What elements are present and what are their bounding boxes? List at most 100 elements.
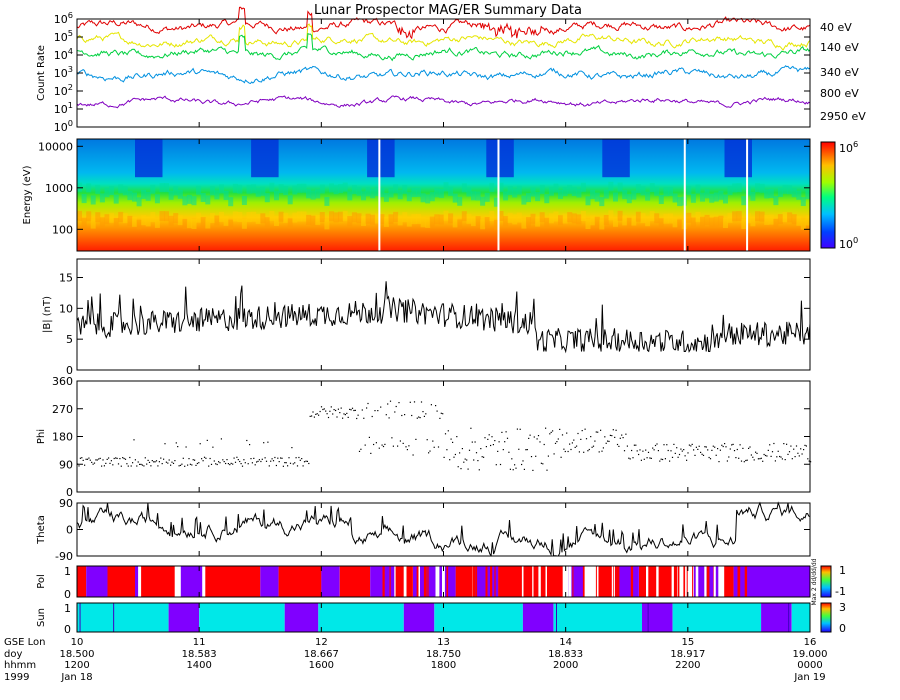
phi-point xyxy=(353,409,355,412)
phi-point xyxy=(790,445,792,447)
phi-point xyxy=(442,413,444,415)
phi-point xyxy=(287,465,289,467)
spectrogram-cell-band xyxy=(333,185,339,195)
spectrogram-cell-low xyxy=(264,217,270,228)
spectrogram-cell-low xyxy=(122,213,128,224)
spectrogram-cell-band xyxy=(255,187,261,197)
phi-point xyxy=(326,413,328,415)
polarity-flip xyxy=(437,566,440,597)
polarity-segment-9 xyxy=(321,566,340,597)
sun-segment-1 xyxy=(168,603,200,632)
phi-point xyxy=(236,456,238,458)
polarity-flip xyxy=(446,566,449,597)
phi-point xyxy=(213,460,215,462)
phi-point xyxy=(608,440,610,442)
phi-point xyxy=(460,468,462,470)
spectrogram-cell-band xyxy=(351,185,357,195)
phi-point xyxy=(654,444,657,447)
spectrogram-cell-band xyxy=(796,190,802,200)
phi-point xyxy=(805,445,807,447)
xaxis-row-label-1: doy xyxy=(4,649,22,660)
spectrogram-cell-band xyxy=(709,193,715,203)
phi-point xyxy=(130,465,132,467)
phi-point xyxy=(449,459,451,461)
phi-point xyxy=(580,438,582,440)
phi-point xyxy=(264,457,266,459)
phi-point xyxy=(294,462,296,464)
sun-segment-2 xyxy=(199,603,285,632)
phi-point xyxy=(129,456,131,459)
phi-point xyxy=(394,411,396,413)
phi-point xyxy=(508,451,510,453)
phi-point xyxy=(662,458,664,461)
phi-point xyxy=(430,404,432,406)
polarity-flip xyxy=(485,566,488,597)
phi-point xyxy=(649,457,651,459)
spectrogram-cell-low xyxy=(553,211,559,222)
phi-point xyxy=(192,459,194,461)
phi-point xyxy=(256,461,258,463)
phi-point xyxy=(123,457,125,460)
phi-ytick-2: 180 xyxy=(52,431,73,444)
phi-point xyxy=(226,459,228,461)
phi-point xyxy=(652,447,654,449)
phi-point xyxy=(745,459,747,462)
polarity-colorbar-label-1: -1 xyxy=(835,585,846,598)
phi-point xyxy=(519,428,521,430)
phi-point xyxy=(270,460,272,462)
spectrogram-cell-band xyxy=(466,187,472,197)
spectrogram-cell-band xyxy=(713,192,719,202)
polarity-flip xyxy=(686,566,688,597)
spectrogram-cell-band xyxy=(241,196,247,205)
phi-point xyxy=(258,459,260,461)
polarity-flip xyxy=(687,566,690,597)
spectrogram-cell-band xyxy=(507,186,513,195)
spectrogram-cell-low xyxy=(521,218,527,229)
phi-point xyxy=(86,458,89,460)
spectrogram-cell-low xyxy=(90,218,96,229)
spectrogram-cell-low xyxy=(388,214,394,225)
phi-point xyxy=(588,448,590,451)
xaxis-doy-3: 18.750 xyxy=(426,649,461,660)
phi-point xyxy=(306,460,308,462)
phi-point xyxy=(305,460,307,462)
spectrogram-cell-low xyxy=(406,216,412,227)
phi-point xyxy=(122,457,124,459)
phi-point xyxy=(570,448,572,451)
phi-point xyxy=(639,449,641,451)
phi-point xyxy=(673,443,675,445)
phi-point xyxy=(358,450,361,452)
spectrogram-cell-low xyxy=(544,217,550,228)
phi-point xyxy=(237,459,239,461)
count-rate-line-3 xyxy=(77,65,811,84)
spectrogram-cell-band xyxy=(631,190,637,200)
spectrogram-cell-band xyxy=(347,191,353,201)
spectrogram-cell-low xyxy=(723,218,728,228)
phi-point xyxy=(158,461,160,463)
phi-point xyxy=(308,462,310,465)
phi-point xyxy=(102,459,104,461)
phi-point xyxy=(777,450,779,452)
phi-point xyxy=(388,417,390,419)
spectrogram-ytick-0: 100 xyxy=(52,223,73,236)
count-rate-line-2 xyxy=(76,32,811,62)
phi-point xyxy=(280,457,282,459)
spectrogram-cell-low xyxy=(626,217,632,228)
spectrogram-cell-low xyxy=(416,213,421,224)
phi-point xyxy=(140,463,142,465)
phi-point xyxy=(656,443,658,445)
spectrogram-cell-band xyxy=(736,183,742,193)
phi-point xyxy=(770,455,772,457)
phi-point xyxy=(413,401,416,403)
sun-segment-9 xyxy=(642,603,673,632)
phi-point xyxy=(612,429,614,431)
spectrogram-cell-band xyxy=(544,194,550,204)
phi-point xyxy=(260,460,262,463)
phi-point xyxy=(220,438,222,440)
phi-point xyxy=(786,443,788,445)
spectrogram-shadow-band-2 xyxy=(367,139,395,178)
phi-point xyxy=(91,461,93,463)
spectrogram-cell-band xyxy=(558,189,563,199)
phi-point xyxy=(779,455,781,458)
spectrogram-cell-low xyxy=(493,219,499,230)
